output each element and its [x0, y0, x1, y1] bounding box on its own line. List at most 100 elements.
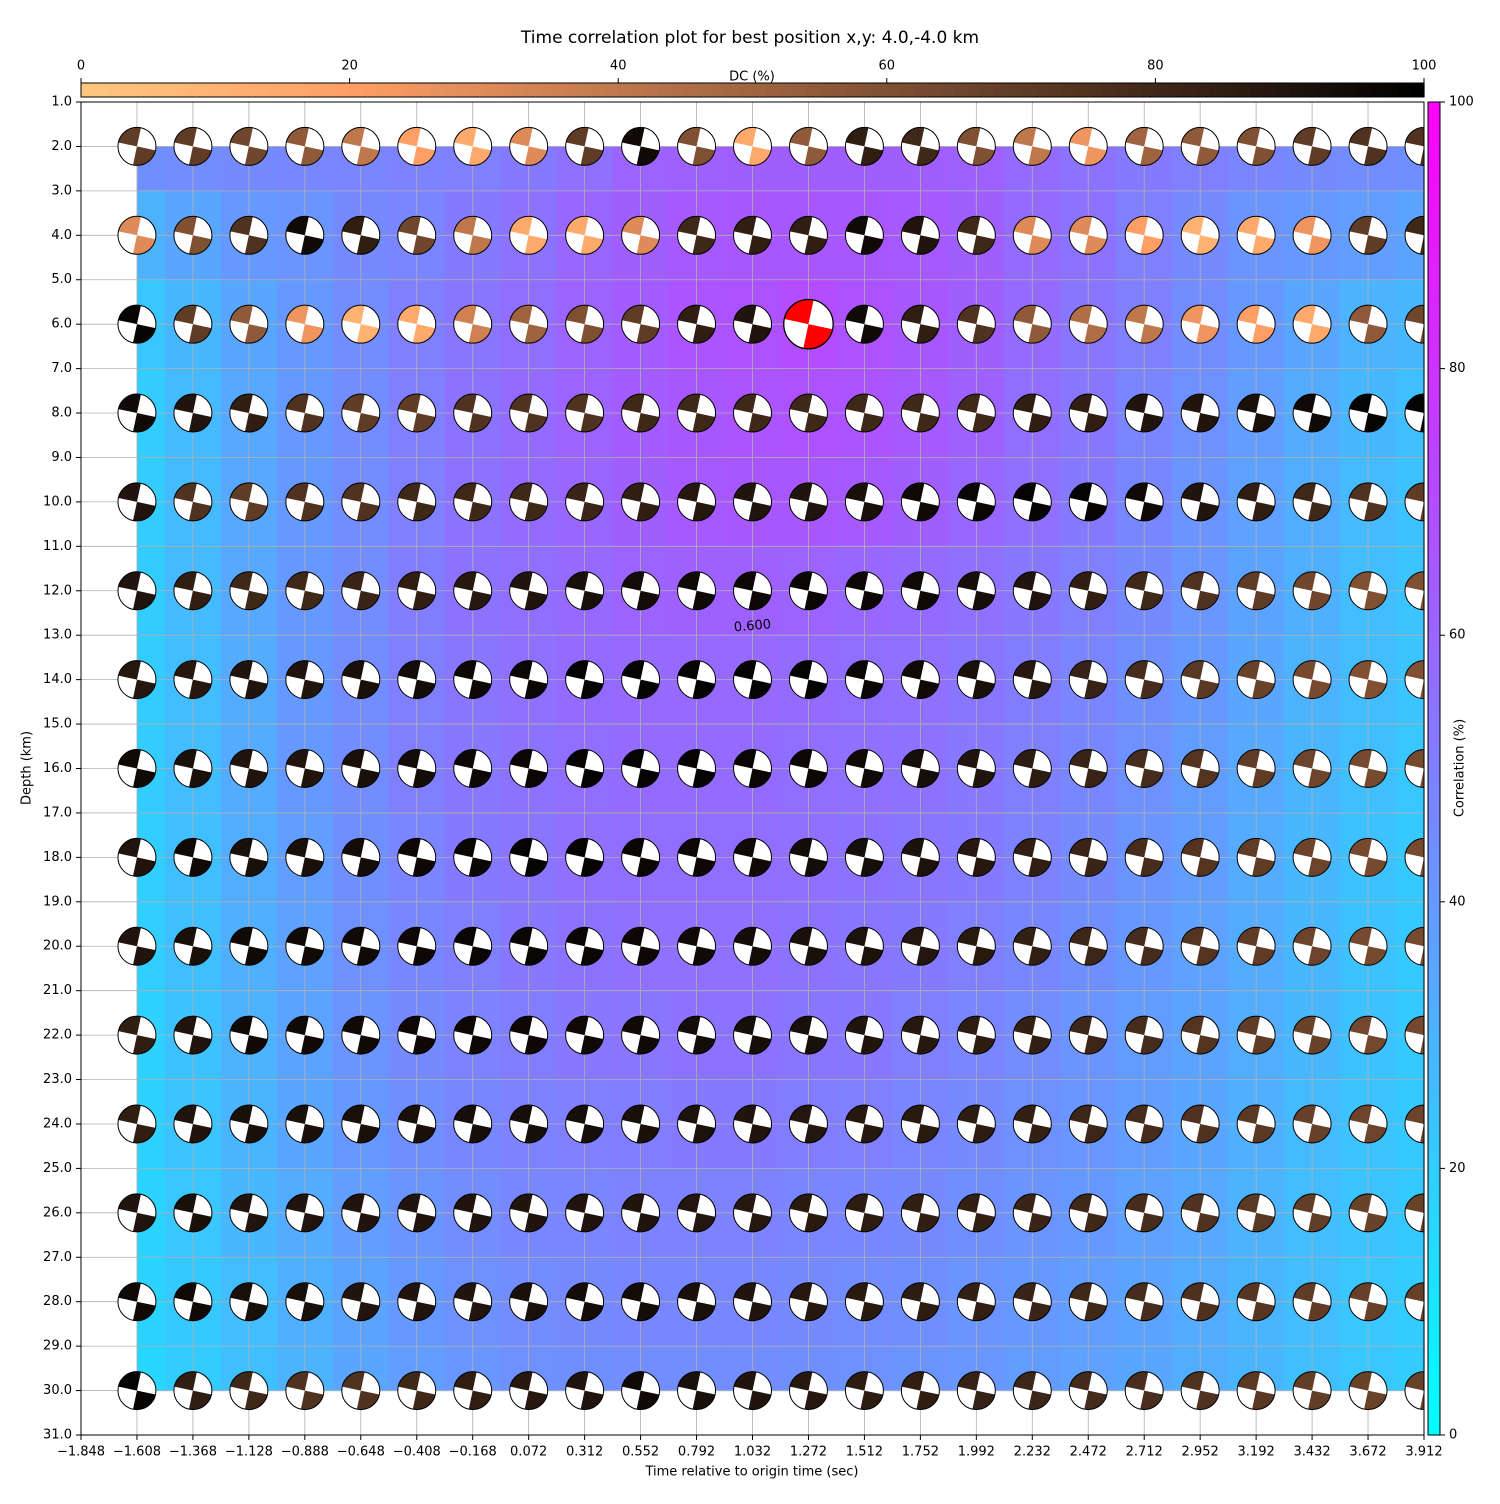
beachball-outline — [783, 298, 834, 350]
beachball-quadrant — [1252, 1390, 1275, 1410]
dc-colorbar-segment — [94, 83, 109, 97]
dc-colorbar-segment — [349, 83, 364, 97]
beachball-quadrant — [244, 1035, 268, 1055]
beachball — [621, 660, 661, 700]
beachball-quadrant — [510, 1371, 533, 1391]
beachball — [1292, 1371, 1332, 1411]
beachball-outline — [621, 393, 661, 433]
beachball-outline — [900, 749, 940, 788]
corr-colorbar-segment — [1428, 1288, 1440, 1303]
beachball-outline — [397, 126, 437, 166]
beachball-quadrant — [454, 305, 477, 325]
beachball — [1012, 660, 1052, 700]
corr-colorbar-segment — [1428, 715, 1440, 730]
beachball-quadrant — [230, 1371, 253, 1391]
beachball-quadrant — [845, 127, 869, 147]
dc-colorbar-segment — [215, 83, 230, 97]
beachball — [117, 482, 157, 522]
beachball-outline — [341, 837, 381, 877]
beachball — [956, 660, 996, 700]
beachball-quadrant — [1420, 768, 1424, 788]
beachball-quadrant — [789, 660, 813, 680]
beachball-quadrant — [580, 1212, 604, 1232]
beachball-quadrant — [901, 571, 925, 591]
beachball-quadrant — [412, 501, 436, 521]
beachball-quadrant — [804, 413, 828, 433]
y-tick-label: 9.0 — [51, 450, 72, 465]
corr-colorbar-tick-label: 80 — [1449, 361, 1466, 376]
beachball — [900, 126, 940, 166]
beachball-quadrant — [901, 1016, 925, 1036]
beachball — [397, 393, 437, 433]
beachball-outline — [788, 571, 828, 611]
beachball — [1404, 126, 1424, 166]
beachball-quadrant — [510, 127, 533, 147]
beachball-outline — [621, 749, 661, 788]
beachball-quadrant — [1349, 1016, 1372, 1036]
dc-colorbar-segment — [712, 83, 727, 97]
beachball-quadrant — [244, 679, 268, 699]
beachball-quadrant — [244, 146, 268, 166]
beachball — [621, 215, 661, 255]
beachball-quadrant — [622, 660, 645, 680]
beachball-quadrant — [524, 413, 548, 433]
beachball-quadrant — [1252, 857, 1275, 877]
beachball-quadrant — [860, 768, 883, 788]
beachball — [173, 482, 213, 522]
beachball-outline — [844, 926, 884, 966]
beachball-outline — [341, 482, 381, 522]
beachball-quadrant — [804, 1123, 828, 1143]
beachball-quadrant — [916, 501, 939, 521]
beachball — [900, 1282, 940, 1322]
beachball-outline — [173, 393, 213, 433]
corr-colorbar-segment — [1428, 115, 1440, 130]
beachball-quadrant — [1364, 1123, 1387, 1143]
beachball-outline — [844, 126, 884, 166]
beachball-outline — [621, 1104, 661, 1144]
beachball-quadrant — [804, 1212, 828, 1232]
beachball-outline — [117, 1104, 157, 1144]
beachball-outline — [229, 215, 269, 255]
beachball — [900, 304, 940, 344]
beachball-quadrant — [957, 1016, 981, 1036]
beachball-outline — [733, 126, 772, 166]
beachball-outline — [117, 749, 157, 788]
beachball-quadrant — [692, 413, 716, 433]
beachball-quadrant — [1196, 768, 1219, 788]
y-tick-label: 29.0 — [43, 1339, 72, 1354]
beachball-outline — [229, 660, 269, 700]
beachball-outline — [565, 571, 605, 611]
beachball — [341, 482, 381, 522]
beachball-quadrant — [188, 1212, 212, 1232]
beachball-quadrant — [342, 660, 365, 680]
corr-colorbar-segment — [1428, 315, 1440, 330]
beachball-quadrant — [901, 927, 925, 947]
beachball — [1124, 393, 1164, 433]
beachball-quadrant — [230, 1282, 253, 1302]
beachball-quadrant — [118, 305, 141, 325]
dc-colorbar-segment — [564, 83, 579, 97]
beachball-outline — [677, 482, 717, 522]
beachball-quadrant — [412, 946, 436, 966]
corr-colorbar-segment — [1428, 395, 1440, 410]
beachball — [1236, 393, 1276, 433]
beachball-outline — [1348, 304, 1388, 344]
beachball-outline — [453, 1371, 493, 1411]
beachball-outline — [621, 837, 661, 877]
beachball-outline — [621, 482, 661, 522]
beachball-outline — [733, 1282, 772, 1322]
corr-colorbar-segment — [1428, 675, 1440, 690]
beachball — [173, 1193, 213, 1233]
beachball-outline — [1348, 1282, 1388, 1322]
beachball-quadrant — [1252, 590, 1275, 610]
beachball-outline — [285, 1371, 325, 1411]
beachball-quadrant — [1405, 1282, 1424, 1302]
beachball-outline — [956, 1104, 996, 1144]
beachball-outline — [509, 926, 549, 966]
beachball-quadrant — [468, 324, 492, 344]
beachball — [565, 126, 605, 166]
beachball-outline — [117, 837, 157, 877]
beachball-quadrant — [398, 571, 421, 591]
beachball-quadrant — [1028, 235, 1051, 255]
dc-colorbar-segment — [752, 83, 767, 97]
